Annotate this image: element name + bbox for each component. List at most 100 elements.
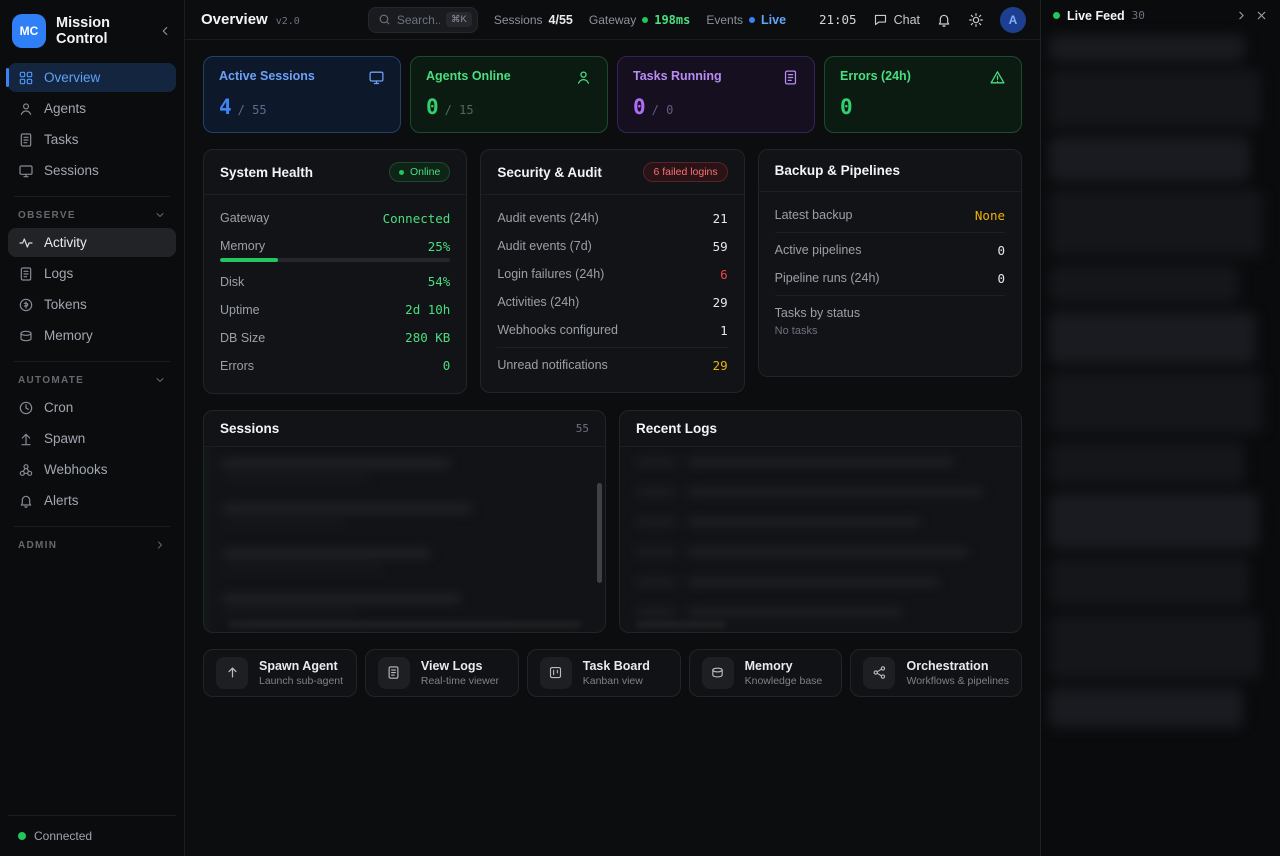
clock-icon <box>19 401 33 414</box>
action-subtitle: Launch sub-agent <box>259 674 344 687</box>
sidebar-item-cron[interactable]: Cron <box>8 393 176 422</box>
stat-card-errors[interactable]: Errors (24h) 0 <box>824 56 1022 133</box>
sidebar-item-label: Cron <box>44 400 74 415</box>
security-row-activities: Activities (24h) 29 <box>497 288 727 316</box>
chevron-right-icon <box>1239 11 1244 20</box>
content: Active Sessions 4 / 55 Agents Online 0 <box>185 40 1040 856</box>
row-value: 1 <box>720 322 728 338</box>
sidebar-item-spawn[interactable]: Spawn <box>8 424 176 453</box>
chevron-right-icon <box>158 541 162 549</box>
action-subtitle: Knowledge base <box>744 674 823 687</box>
row-value: 21 <box>712 210 728 226</box>
logs-list-blurred <box>620 447 1021 632</box>
clock: 21:05 <box>818 12 857 27</box>
sidebar-item-label: Logs <box>44 266 74 281</box>
sidebar-item-logs[interactable]: Logs <box>8 259 176 288</box>
sidebar-section-admin[interactable]: ADMIN <box>8 537 176 557</box>
kanban-icon <box>550 666 562 679</box>
live-dot <box>1053 12 1060 19</box>
stat-card-agents-online[interactable]: Agents Online 0 / 15 <box>410 56 608 133</box>
theme-toggle-button[interactable] <box>968 12 984 28</box>
stat-card-tasks-running[interactable]: Tasks Running 0 / 0 <box>617 56 815 133</box>
version-badge: v2.0 <box>275 16 300 27</box>
health-row-memory: Memory 25% <box>220 232 450 257</box>
section-label: OBSERVE <box>18 209 76 221</box>
file-text-icon <box>784 70 797 85</box>
page-title: Overview <box>201 11 268 28</box>
row-label: Audit events (24h) <box>497 211 599 225</box>
search-input[interactable] <box>396 12 440 27</box>
sidebar-item-memory[interactable]: Memory <box>8 321 176 350</box>
sidebar-item-webhooks[interactable]: Webhooks <box>8 455 176 484</box>
sidebar-item-label: Activity <box>44 235 87 250</box>
sidebar-item-tasks[interactable]: Tasks <box>8 125 176 154</box>
avatar[interactable]: A <box>1000 6 1026 33</box>
file-text-icon <box>20 132 32 147</box>
task-board-button[interactable]: Task Board Kanban view <box>526 648 681 697</box>
sidebar-item-label: Tasks <box>44 132 79 147</box>
spawn-agent-button[interactable]: Spawn Agent Launch sub-agent <box>203 648 357 697</box>
sidebar-item-tokens[interactable]: Tokens <box>8 290 176 319</box>
sessions-metric-label: Sessions <box>493 12 543 27</box>
sidebar-divider <box>14 196 170 197</box>
chevron-down-icon <box>156 213 164 217</box>
sidebar-item-alerts[interactable]: Alerts <box>8 486 176 515</box>
stat-separator: / <box>237 103 245 117</box>
view-logs-button[interactable]: View Logs Real-time viewer <box>364 648 519 697</box>
row-label: Disk <box>220 274 245 289</box>
gateway-metric-label: Gateway <box>588 12 637 27</box>
share-icon <box>873 666 886 679</box>
health-row-gateway: Gateway Connected <box>220 204 450 232</box>
row-label: Active pipelines <box>774 243 862 257</box>
sidebar-item-label: Tokens <box>44 297 87 312</box>
sidebar-item-sessions[interactable]: Sessions <box>8 156 176 185</box>
stat-value: 0 <box>840 95 853 119</box>
search-box[interactable]: ⌘K <box>367 6 478 33</box>
sidebar-item-overview[interactable]: Overview <box>6 63 176 92</box>
sidebar-section-observe[interactable]: OBSERVE <box>8 207 176 227</box>
bell-icon <box>938 14 950 27</box>
connected-label: Connected <box>34 829 93 843</box>
sidebar-divider <box>14 526 170 527</box>
row-value: 0 <box>997 242 1005 258</box>
row-value: Connected <box>382 210 451 226</box>
sessions-metric-value: 4/55 <box>548 12 573 27</box>
card-title: System Health <box>220 164 314 180</box>
connected-dot <box>18 832 26 840</box>
page-title-group: Overview v2.0 <box>201 11 300 28</box>
orchestration-button[interactable]: Orchestration Workflows & pipelines <box>850 648 1022 697</box>
action-subtitle: Workflows & pipelines <box>906 674 1009 687</box>
action-title: Memory <box>744 658 793 673</box>
sidebar-item-label: Webhooks <box>44 462 108 477</box>
sidebar-collapse-button[interactable] <box>158 24 172 38</box>
database-icon <box>20 330 32 341</box>
sidebar-section-automate[interactable]: AUTOMATE <box>8 372 176 392</box>
blurred-footer <box>228 620 581 628</box>
chat-button[interactable]: Chat <box>873 12 920 27</box>
monitor-icon <box>19 164 33 177</box>
sidebar-item-activity[interactable]: Activity <box>8 228 176 257</box>
close-icon <box>1257 11 1266 20</box>
main-area: Overview v2.0 ⌘K Sessions 4/55 Gateway 1… <box>185 0 1040 856</box>
activity-icon <box>19 237 33 248</box>
stat-total: 0 <box>666 103 674 117</box>
chevron-down-icon <box>156 378 164 382</box>
memory-button[interactable]: Memory Knowledge base <box>688 648 843 697</box>
topbar: Overview v2.0 ⌘K Sessions 4/55 Gateway 1… <box>185 0 1040 40</box>
row-label: Login failures (24h) <box>497 267 605 281</box>
gateway-metric: Gateway 198ms <box>589 13 690 27</box>
stat-label: Active Sessions <box>219 69 315 83</box>
stat-card-active-sessions[interactable]: Active Sessions 4 / 55 <box>203 56 401 133</box>
sessions-panel: Sessions 55 <box>203 409 606 633</box>
health-row-dbsize: DB Size 280 KB <box>220 324 450 352</box>
row-value: 29 <box>712 357 728 373</box>
scrollbar-thumb[interactable] <box>597 482 602 583</box>
sidebar-item-label: Agents <box>44 101 87 116</box>
notifications-button[interactable] <box>936 12 952 28</box>
sidebar: MC Mission Control Overview Agents Tasks… <box>0 0 185 856</box>
sidebar-item-agents[interactable]: Agents <box>8 94 176 123</box>
database-icon <box>712 667 723 678</box>
live-feed-expand-button[interactable] <box>1235 9 1248 22</box>
live-feed-close-button[interactable] <box>1255 9 1268 22</box>
